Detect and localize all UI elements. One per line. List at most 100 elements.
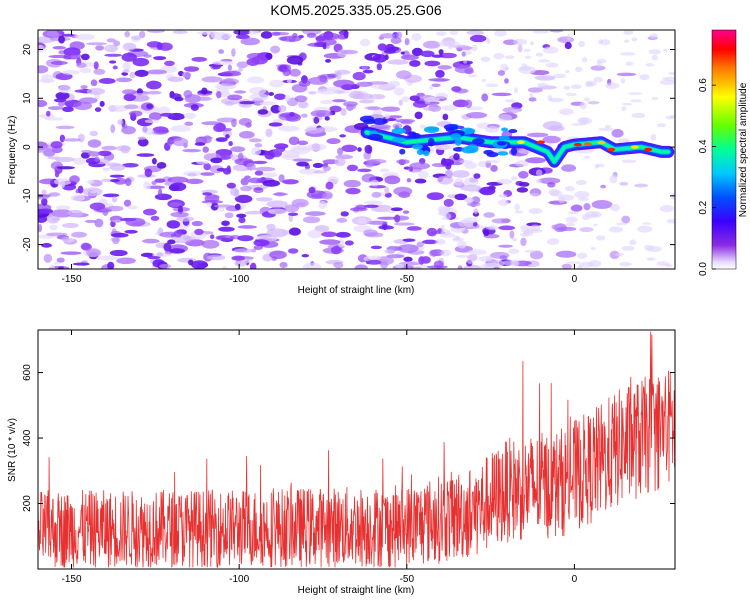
heatmap-blob <box>438 52 457 59</box>
heatmap-blob <box>107 261 115 269</box>
heatmap-blob <box>504 78 509 84</box>
heatmap-blob <box>225 134 230 139</box>
heatmap-blob <box>87 179 95 185</box>
heatmap-blob <box>142 125 148 133</box>
heatmap-blob <box>480 56 491 63</box>
heatmap-blob <box>414 178 427 184</box>
heatmap-blob <box>54 170 60 178</box>
heatmap-blob <box>149 80 157 85</box>
heatmap-blob <box>110 232 129 238</box>
heatmap-blob <box>123 199 132 207</box>
heatmap-blob <box>570 204 583 212</box>
heatmap-blob <box>426 265 448 269</box>
heatmap-blob <box>319 239 341 245</box>
heatmap-blob <box>201 200 224 204</box>
heatmap-blob <box>215 234 235 241</box>
heatmap-blob <box>622 102 633 106</box>
heatmap-blob <box>435 92 448 99</box>
heatmap-blob <box>429 249 439 257</box>
heatmap-blob <box>95 45 105 51</box>
heatmap-blob <box>173 229 183 238</box>
heatmap-blob <box>521 63 528 68</box>
heatmap-blob <box>471 196 481 204</box>
top-y-axis-label: Frequency (Hz) <box>7 116 18 185</box>
heatmap-blob <box>268 92 274 97</box>
heatmap-blob <box>156 42 163 50</box>
heatmap-blob <box>504 66 510 71</box>
heatmap-blob <box>210 157 223 164</box>
heatmap-blob <box>344 240 354 246</box>
heatmap-blob <box>514 210 524 214</box>
heatmap-blob <box>595 235 606 241</box>
heatmap-blob <box>84 219 97 223</box>
heatmap-blob <box>274 93 286 100</box>
heatmap-blob <box>548 188 560 196</box>
top-ytick-label: -10 <box>22 188 33 203</box>
heatmap-blob <box>491 260 505 267</box>
heatmap-blob <box>108 60 117 64</box>
heatmap-blob <box>279 261 288 269</box>
heatmap-blob <box>380 106 401 112</box>
heatmap-blob <box>74 89 91 93</box>
heatmap-blob <box>121 89 137 95</box>
heatmap-blob <box>246 162 256 171</box>
heatmap-blob <box>333 261 344 269</box>
heatmap-blob <box>558 194 575 201</box>
heatmap-blob <box>170 125 191 133</box>
heatmap-blob <box>55 205 71 210</box>
heatmap-blob <box>441 105 458 111</box>
heatmap-blob <box>464 99 473 109</box>
heatmap-blob <box>416 241 424 248</box>
heatmap-blob <box>158 188 163 198</box>
heatmap-blob <box>102 193 120 198</box>
heatmap-blob <box>62 106 74 113</box>
heatmap-blob <box>525 157 546 164</box>
heatmap-blob <box>528 263 541 267</box>
heatmap-blob <box>400 119 413 125</box>
heatmap-blob <box>545 62 559 68</box>
heatmap-blob <box>621 106 627 112</box>
heatmap-blob <box>137 136 146 141</box>
heatmap-blob <box>598 127 614 131</box>
heatmap-blob <box>99 100 105 107</box>
snr-frame <box>37 329 676 570</box>
bottom-y-axis-label: SNR (10 * v/v) <box>7 418 18 482</box>
heatmap-blob <box>366 220 388 225</box>
heatmap-blob <box>337 147 344 156</box>
heatmap-blob <box>200 172 215 176</box>
heatmap-blob <box>611 128 624 138</box>
heatmap-blob <box>159 112 175 117</box>
heatmap-blob <box>325 58 332 63</box>
heatmap-blob <box>387 59 409 65</box>
heatmap-blob <box>605 82 620 90</box>
heatmap-blob <box>411 33 422 41</box>
heatmap-blob <box>58 84 71 94</box>
heatmap-blob <box>254 170 264 176</box>
heatmap-blob <box>269 250 287 260</box>
heatmap-blob <box>402 210 410 214</box>
heatmap-blob <box>230 146 246 153</box>
heatmap-blob <box>238 117 252 126</box>
heatmap-blob <box>148 112 162 121</box>
heatmap-blob <box>577 197 590 201</box>
heatmap-blob <box>466 30 484 35</box>
heatmap-blob <box>269 79 285 88</box>
heatmap-blob <box>167 76 184 83</box>
heatmap-blob <box>231 48 236 57</box>
heatmap-blob <box>190 104 199 111</box>
heatmap-blob <box>224 212 234 219</box>
heatmap-blob <box>483 229 490 237</box>
heatmap-blob <box>577 265 583 269</box>
heatmap-blob <box>392 123 403 129</box>
heatmap-blob <box>523 229 534 237</box>
heatmap-blob <box>583 203 591 211</box>
heatmap-blob <box>51 209 73 218</box>
heatmap-blob <box>254 143 263 148</box>
heatmap-blob <box>124 31 131 38</box>
heatmap-blob <box>409 95 421 102</box>
heatmap-blob <box>129 71 136 79</box>
heatmap-blob <box>86 248 101 257</box>
heatmap-blob <box>437 65 452 70</box>
heatmap-blob <box>624 39 629 44</box>
heatmap-blob <box>143 208 157 216</box>
